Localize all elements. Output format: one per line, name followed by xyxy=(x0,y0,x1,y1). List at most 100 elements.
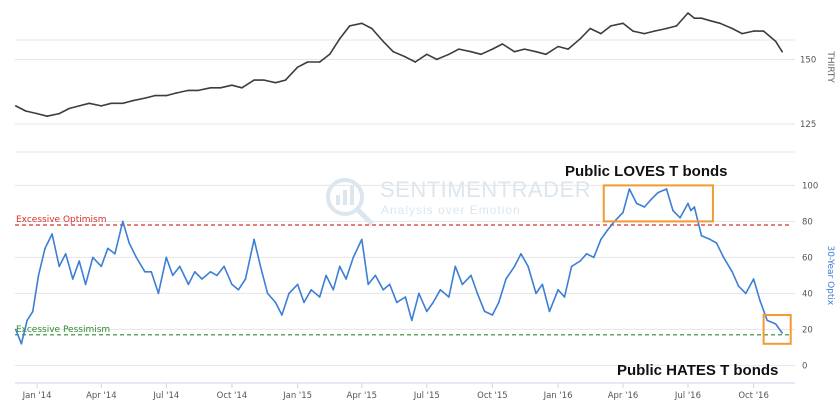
price-series-point xyxy=(700,17,703,19)
optix-series-point xyxy=(100,265,103,268)
optix-series-point xyxy=(318,296,321,298)
optix-series-point xyxy=(744,292,747,295)
price-series-point xyxy=(435,58,438,61)
optix-series-point xyxy=(144,271,146,273)
optix-series-point xyxy=(310,289,312,291)
price-series-point xyxy=(687,12,689,14)
optix-series-point xyxy=(201,278,203,280)
optix-series-point xyxy=(244,278,247,280)
optix-series-point xyxy=(14,328,17,331)
optix-series-point xyxy=(352,256,355,259)
price-series-point xyxy=(567,48,569,50)
optix-series-point xyxy=(635,202,638,205)
price-series-point xyxy=(491,48,494,50)
optix-series-point xyxy=(26,319,28,322)
price-series-point xyxy=(752,30,755,32)
optix-series-point xyxy=(585,253,588,255)
optix-axis-title: 30-Year Optix xyxy=(825,246,835,306)
optix-series-point xyxy=(432,301,434,304)
optix-series-point xyxy=(114,253,116,255)
watermark-logo-icon xyxy=(326,178,374,226)
price-series-point xyxy=(731,27,734,30)
price-series-point xyxy=(589,27,591,30)
x-tick-label: Jan '16 xyxy=(543,391,573,401)
price-series-point xyxy=(774,40,777,43)
optix-series-point xyxy=(223,265,225,268)
price-series-point xyxy=(241,87,243,89)
optix-series-point xyxy=(548,310,551,313)
reference-line-label: Excessive Optimism xyxy=(16,215,107,225)
optix-series-point xyxy=(425,310,428,313)
optix-series-point xyxy=(374,274,377,277)
price-series-point xyxy=(46,115,48,117)
optix-series-point xyxy=(722,256,725,259)
price-series-point xyxy=(338,38,341,40)
optix-series-point xyxy=(461,283,464,286)
optix-series-point xyxy=(266,292,269,295)
optix-series-point xyxy=(657,191,659,194)
optix-series-point xyxy=(179,265,181,268)
price-series-point xyxy=(622,22,624,25)
optix-series-point xyxy=(121,220,124,223)
optix-series-point xyxy=(535,292,537,295)
price-series xyxy=(14,12,783,117)
optix-series-point xyxy=(557,289,559,291)
price-series-point xyxy=(579,38,581,40)
price-series-point xyxy=(121,102,124,105)
optix-series-point xyxy=(20,343,23,345)
optix-series-point xyxy=(338,265,341,268)
optix-series-point xyxy=(171,274,174,277)
price-series-point xyxy=(197,89,200,92)
optix-series-point xyxy=(157,292,160,295)
price-series-point xyxy=(414,61,417,63)
price-series-point xyxy=(709,19,711,22)
optix-series-point xyxy=(135,256,138,259)
optix-series-point xyxy=(483,310,486,313)
price-series-point xyxy=(154,94,156,97)
price-series-point xyxy=(762,30,765,32)
optix-series-point xyxy=(345,278,347,280)
optix-series-point xyxy=(690,209,692,212)
reference-line-label: Excessive Pessimism xyxy=(16,325,110,335)
optix-series-point xyxy=(731,271,734,273)
callout-box xyxy=(602,184,714,223)
optix-series-point xyxy=(715,242,718,244)
price-series-point xyxy=(175,92,178,94)
optix-series-point xyxy=(759,299,761,302)
price-tick-label: 150 xyxy=(800,55,816,65)
optix-series-point xyxy=(700,235,703,237)
optix-tick-label: 60 xyxy=(802,253,813,263)
price-series-point xyxy=(78,105,81,107)
optix-tick-label: 80 xyxy=(802,217,813,227)
optix-series-point xyxy=(58,265,61,268)
optix-tick-label: 40 xyxy=(802,289,813,299)
optix-series-point xyxy=(513,265,516,268)
price-series-point xyxy=(209,87,212,89)
optix-series-point xyxy=(194,271,196,273)
optix-series-point xyxy=(498,301,500,304)
price-series-point xyxy=(36,112,38,115)
price-series-point xyxy=(545,53,547,56)
optix-series-point xyxy=(650,199,652,201)
optix-series-point xyxy=(579,260,581,262)
price-series-point xyxy=(719,22,721,25)
x-tick-label: Apr '16 xyxy=(608,391,639,401)
optix-series-point xyxy=(606,229,609,232)
price-series-point xyxy=(741,32,743,35)
price-series-point xyxy=(392,50,395,53)
optix-series-point xyxy=(439,289,442,291)
price-series-point xyxy=(382,40,385,43)
optix-series-point xyxy=(382,289,385,291)
optix-series-point xyxy=(454,265,457,268)
optix-series-point xyxy=(78,260,81,262)
optix-series-point xyxy=(259,265,262,268)
price-series-point xyxy=(231,84,233,87)
x-tick-label: Apr '15 xyxy=(347,391,378,401)
price-series-point xyxy=(425,53,428,56)
watermark-brand: SENTIMENTRADER xyxy=(380,177,591,202)
price-series-point xyxy=(610,25,612,27)
price-series-point xyxy=(480,53,482,56)
price-series-point xyxy=(58,112,61,115)
optix-series-point xyxy=(679,217,681,219)
optix-series-point xyxy=(491,314,494,316)
